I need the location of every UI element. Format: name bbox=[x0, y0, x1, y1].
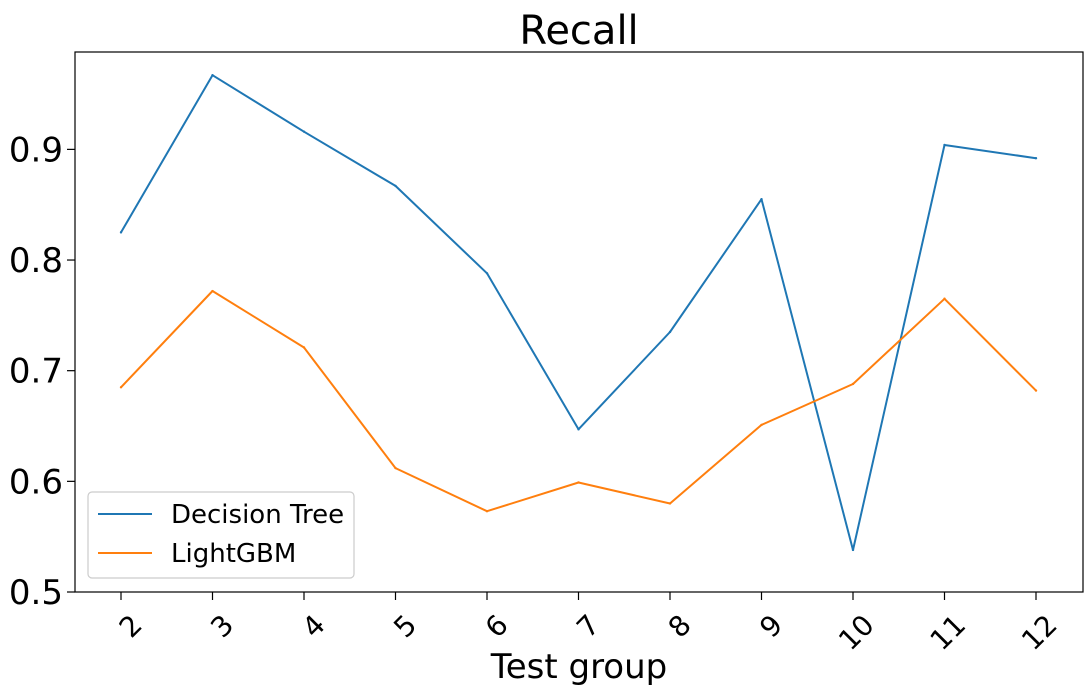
chart-title: Recall bbox=[519, 8, 638, 54]
data-point bbox=[851, 548, 855, 552]
x-axis-label: Test group bbox=[490, 647, 668, 687]
series-line-1 bbox=[120, 290, 1037, 513]
x-tick-label: 6 bbox=[479, 608, 515, 644]
data-point bbox=[211, 289, 214, 293]
data-point bbox=[119, 386, 123, 389]
data-point bbox=[1034, 389, 1038, 392]
legend-box bbox=[87, 491, 355, 579]
data-point bbox=[394, 466, 397, 470]
y-tick-label: 0.5 bbox=[9, 573, 63, 613]
data-point bbox=[211, 74, 214, 77]
series-layer bbox=[119, 74, 1038, 552]
x-tick-label: 12 bbox=[1015, 608, 1064, 657]
data-point bbox=[485, 510, 489, 513]
data-point bbox=[943, 297, 946, 300]
data-point bbox=[760, 197, 763, 201]
x-tick-label: 2 bbox=[113, 608, 149, 644]
y-axis: 0.5 0.6 0.7 0.8 0.9 bbox=[9, 130, 75, 613]
data-point bbox=[119, 231, 123, 234]
x-tick-label: 10 bbox=[832, 608, 881, 657]
x-tick-label: 5 bbox=[387, 608, 423, 644]
x-tick-label: 9 bbox=[753, 608, 789, 644]
y-tick-label: 0.6 bbox=[9, 462, 63, 502]
x-tick-label: 3 bbox=[204, 608, 240, 644]
y-tick-label: 0.8 bbox=[9, 241, 63, 281]
data-point bbox=[302, 346, 306, 349]
data-point bbox=[302, 130, 306, 133]
x-tick-label: 7 bbox=[570, 608, 606, 644]
data-point bbox=[577, 428, 580, 431]
data-point bbox=[577, 481, 580, 484]
data-point bbox=[943, 143, 946, 147]
data-point bbox=[851, 382, 855, 386]
data-point bbox=[668, 502, 672, 505]
legend-label: LightGBM bbox=[171, 539, 296, 569]
x-tick-label: 8 bbox=[662, 608, 698, 644]
legend-label: Decision Tree bbox=[171, 500, 344, 530]
x-tick-label: 11 bbox=[924, 608, 973, 657]
series-line-0 bbox=[120, 74, 1037, 551]
y-tick-label: 0.7 bbox=[9, 352, 63, 392]
data-point bbox=[485, 272, 489, 275]
data-point bbox=[394, 184, 397, 188]
y-tick-label: 0.9 bbox=[9, 130, 63, 170]
legend: Decision Tree LightGBM bbox=[87, 491, 355, 579]
data-point bbox=[1034, 157, 1038, 160]
data-point bbox=[668, 330, 672, 334]
x-tick-label: 4 bbox=[296, 608, 332, 644]
data-point bbox=[760, 423, 763, 427]
